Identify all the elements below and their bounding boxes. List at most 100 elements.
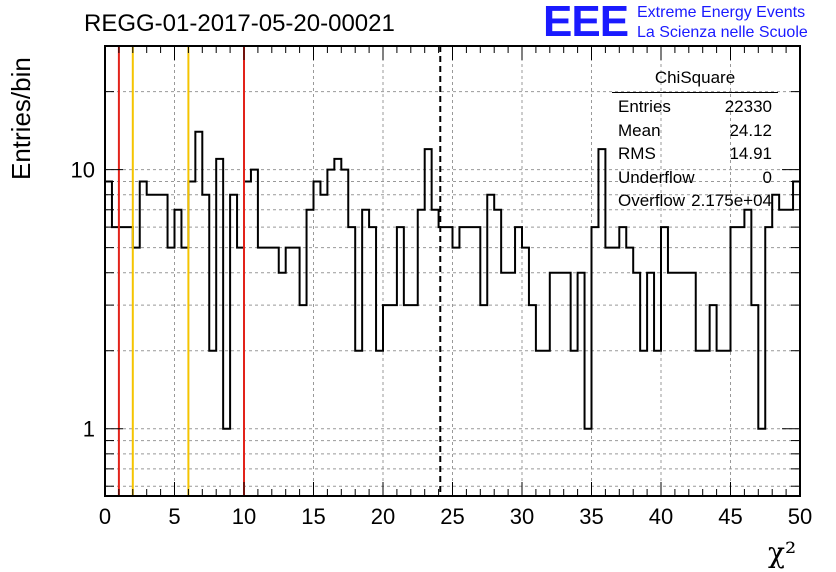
histogram-bin <box>710 305 717 496</box>
histogram-bin <box>744 210 751 496</box>
histogram-bin <box>397 227 404 496</box>
histogram-bin <box>334 159 341 496</box>
x-tick-label: 15 <box>301 504 325 529</box>
stats-row: RMS 14.91 <box>612 142 778 166</box>
histogram-bin <box>411 305 418 496</box>
logo-subtitle-2: La Scienza nelle Scuole <box>637 24 808 41</box>
histogram-bin <box>640 351 647 496</box>
histogram-bin <box>293 248 300 496</box>
histogram-bin <box>195 132 202 496</box>
histogram-bin <box>209 351 216 496</box>
histogram-bin <box>446 227 453 496</box>
stats-row: Underflow 0 <box>612 166 778 190</box>
histogram-bin <box>675 273 682 496</box>
histogram-bin <box>765 227 772 496</box>
stats-row: Mean 24.12 <box>612 119 778 143</box>
stats-value: 24.12 <box>729 120 772 140</box>
stats-row: Overflow 2.175e+04 <box>612 189 778 213</box>
stats-label: Mean <box>618 120 661 140</box>
logo-subtitle-1: Extreme Energy Events <box>637 4 806 21</box>
histogram-bin <box>633 273 640 496</box>
histogram-bin <box>223 429 230 496</box>
x-tick-label: 5 <box>168 504 180 529</box>
x-tick-label: 25 <box>440 504 464 529</box>
histogram-bin <box>126 227 133 496</box>
histogram-bin <box>751 305 758 496</box>
stats-value: 14.91 <box>729 144 772 163</box>
histogram-bin <box>598 149 605 496</box>
axes: 0 5 10 15 20 25 30 35 40 45 50 1 10 <box>71 45 812 529</box>
histogram-bin <box>244 181 251 496</box>
histogram-bin <box>626 248 633 496</box>
histogram-bin <box>592 227 599 496</box>
histogram-bin <box>418 210 425 496</box>
histogram-bin <box>202 195 209 496</box>
histogram-bin <box>230 195 237 496</box>
histogram-bin <box>181 248 188 496</box>
histogram-bin <box>571 351 578 496</box>
histogram-bin <box>779 210 786 496</box>
histogram-bin <box>696 351 703 496</box>
x-tick-label: 35 <box>579 504 603 529</box>
histogram-bin <box>466 227 473 496</box>
histogram-bin <box>682 273 689 496</box>
x-tick-label: 30 <box>510 504 534 529</box>
stats-value: 0 <box>762 167 772 187</box>
y-axis-label: Entries/bin <box>6 57 36 180</box>
histogram-bin <box>286 248 293 496</box>
x-tick-label: 50 <box>788 504 812 529</box>
histogram-bin <box>731 227 738 496</box>
histogram-bin <box>161 195 168 496</box>
histogram-bin <box>480 305 487 496</box>
histogram-bin <box>717 351 724 496</box>
histogram-bin <box>432 210 439 496</box>
histogram-bin <box>453 248 460 496</box>
histogram-bin <box>661 227 668 496</box>
histogram-bin <box>216 159 223 496</box>
stats-value: 22330 <box>724 97 772 116</box>
histogram-bin <box>536 351 543 496</box>
histogram-bin <box>543 351 550 496</box>
histogram-bin <box>564 273 571 496</box>
stats-title: ChiSquare <box>654 68 736 87</box>
histogram-bin <box>300 305 307 496</box>
histogram-bin <box>557 273 564 496</box>
histogram-bin <box>314 181 321 496</box>
y-tick-label: 10 <box>71 158 95 183</box>
histogram-bin <box>473 227 480 496</box>
stats-row: Entries 22330 <box>612 95 778 119</box>
histogram-bin <box>550 273 557 496</box>
histogram-bin <box>258 248 265 496</box>
histogram-bin <box>355 351 362 496</box>
histogram-bin <box>578 273 585 496</box>
histogram-bin <box>119 227 126 496</box>
stats-label: Entries <box>618 97 671 116</box>
x-tick-label: 40 <box>649 504 673 529</box>
chart-title: REGG-01-2017-05-20-00021 <box>84 10 395 37</box>
histogram-bin <box>362 210 369 496</box>
histogram-bin <box>265 248 272 496</box>
stats-box: ChiSquare Entries 22330 Mean 24.12 RMS 1… <box>612 66 778 213</box>
histogram-bin <box>348 227 355 496</box>
histogram-bin <box>105 181 112 496</box>
histogram-bin <box>272 248 279 496</box>
histogram-bin <box>508 273 515 496</box>
histogram-bin <box>154 195 161 496</box>
histogram-bin <box>772 195 779 496</box>
histogram-bin <box>786 210 793 496</box>
logo: EEE <box>543 0 629 46</box>
histogram-bin <box>168 248 175 496</box>
histogram-bin <box>390 305 397 496</box>
histogram-bin <box>605 248 612 496</box>
histogram-bin <box>529 305 536 496</box>
x-tick-label: 0 <box>99 504 111 529</box>
histogram-bin <box>501 273 508 496</box>
histogram-bin <box>307 210 314 496</box>
reference-lines <box>117 46 442 496</box>
histogram-bin <box>522 248 529 496</box>
y-tick-label: 1 <box>83 417 95 442</box>
histogram-bin <box>112 227 119 496</box>
histogram-bin <box>494 210 501 496</box>
histogram-bin <box>237 248 244 496</box>
